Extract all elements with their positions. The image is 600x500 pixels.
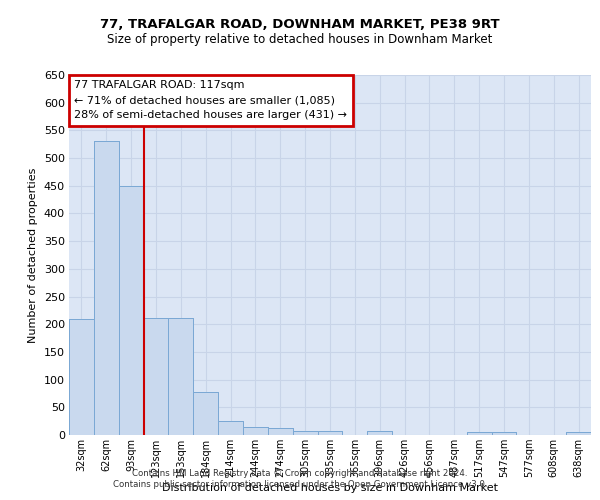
- Bar: [268, 428, 293, 435]
- Bar: [367, 431, 392, 435]
- Y-axis label: Number of detached properties: Number of detached properties: [28, 168, 38, 342]
- Text: Contains public sector information licensed under the Open Government Licence v3: Contains public sector information licen…: [113, 480, 487, 489]
- Bar: [566, 432, 591, 435]
- Bar: [169, 318, 193, 435]
- Bar: [193, 392, 218, 435]
- Bar: [293, 430, 317, 435]
- Bar: [119, 186, 143, 435]
- Text: 77 TRAFALGAR ROAD: 117sqm
← 71% of detached houses are smaller (1,085)
28% of se: 77 TRAFALGAR ROAD: 117sqm ← 71% of detac…: [74, 80, 347, 120]
- Bar: [268, 428, 293, 435]
- Bar: [317, 430, 343, 435]
- Bar: [243, 426, 268, 435]
- Bar: [293, 430, 317, 435]
- Bar: [243, 426, 268, 435]
- Bar: [143, 318, 169, 435]
- Bar: [317, 430, 343, 435]
- X-axis label: Distribution of detached houses by size in Downham Market: Distribution of detached houses by size …: [162, 483, 498, 493]
- Bar: [94, 142, 119, 435]
- Bar: [143, 318, 169, 435]
- Bar: [367, 431, 392, 435]
- Bar: [69, 318, 94, 435]
- Bar: [94, 142, 119, 435]
- Bar: [218, 420, 243, 435]
- Bar: [218, 420, 243, 435]
- Text: Size of property relative to detached houses in Downham Market: Size of property relative to detached ho…: [107, 32, 493, 46]
- Bar: [566, 432, 591, 435]
- Bar: [119, 186, 143, 435]
- Text: 77, TRAFALGAR ROAD, DOWNHAM MARKET, PE38 9RT: 77, TRAFALGAR ROAD, DOWNHAM MARKET, PE38…: [100, 18, 500, 30]
- Bar: [491, 432, 517, 435]
- Bar: [467, 432, 491, 435]
- Bar: [69, 318, 94, 435]
- Text: Contains HM Land Registry data © Crown copyright and database right 2024.: Contains HM Land Registry data © Crown c…: [132, 468, 468, 477]
- Bar: [467, 432, 491, 435]
- Bar: [491, 432, 517, 435]
- Bar: [169, 318, 193, 435]
- Bar: [193, 392, 218, 435]
